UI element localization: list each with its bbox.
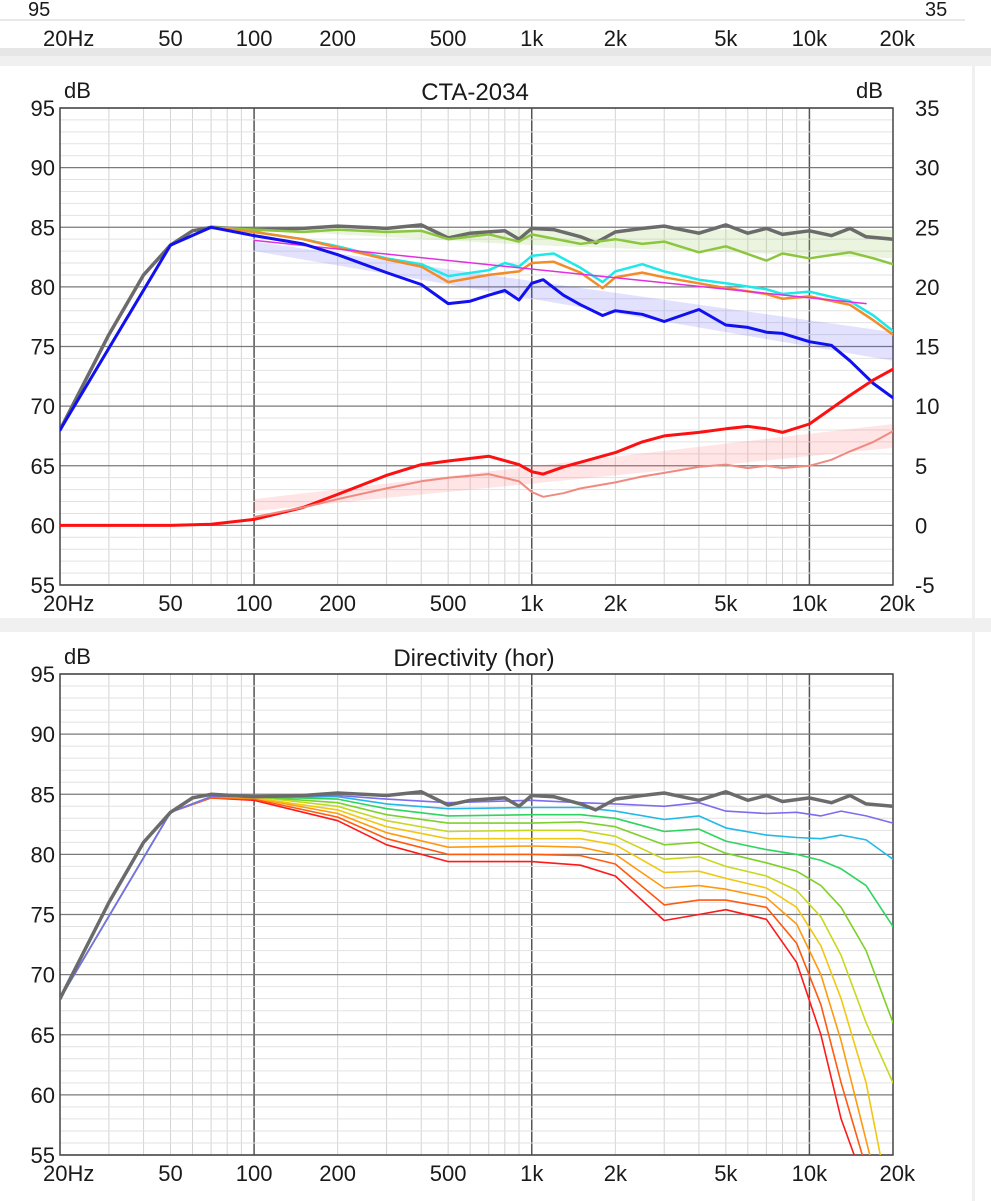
series-90-deg	[60, 797, 855, 1155]
y-tick-label: 65	[31, 1023, 55, 1048]
y-tick-label: 85	[31, 215, 55, 240]
y-tick-label: 75	[31, 335, 55, 360]
chart1-ylabel-right: dB	[856, 78, 883, 103]
x-tick-label: 100	[236, 1161, 273, 1186]
listening-window-band	[254, 229, 893, 259]
top-x-tick-label: 20k	[880, 26, 916, 51]
x-tick-label: 5k	[714, 1161, 738, 1186]
top-y-partial-right: 35	[925, 0, 947, 21]
x-tick-label: 1k	[520, 591, 544, 616]
top-x-tick-label: 2k	[604, 26, 628, 51]
y-tick-label: 60	[31, 513, 55, 538]
y2-tick-label: 10	[915, 394, 939, 419]
x-tick-label: 50	[158, 1161, 182, 1186]
x-tick-label: 200	[319, 591, 356, 616]
x-tick-label: 10k	[792, 591, 828, 616]
y-tick-label: 90	[31, 156, 55, 181]
y-tick-label: 55	[31, 573, 55, 598]
top-x-tick-label: 5k	[714, 26, 738, 51]
y2-tick-label: 25	[915, 215, 939, 240]
x-tick-label: 20k	[880, 591, 916, 616]
x-tick-label: 500	[430, 591, 467, 616]
series-listening-window	[60, 226, 893, 432]
y-tick-label: 80	[31, 842, 55, 867]
y2-tick-label: 5	[915, 454, 927, 479]
chart2-title: Directivity (hor)	[393, 645, 554, 672]
x-tick-label: 5k	[714, 591, 738, 616]
x-tick-label: 200	[319, 1161, 356, 1186]
top-x-ticks: 20Hz 50 100 200 500 1k 2k 5k 10k 20k	[43, 26, 916, 51]
series-early-reflections	[60, 226, 893, 432]
y-tick-label: 70	[31, 963, 55, 988]
series-pir-target	[253, 239, 867, 305]
y2-tick-label: 30	[915, 156, 939, 181]
y-tick-label: 75	[31, 903, 55, 928]
y-tick-label: 65	[31, 454, 55, 479]
di-band	[254, 424, 893, 512]
x-tick-label: 10k	[792, 1161, 828, 1186]
chart1-ylabel-left: dB	[64, 78, 91, 103]
panel-directivity: Directivity (hor) dB 9590858075706560552…	[0, 632, 991, 1201]
y-tick-label: 95	[31, 662, 55, 687]
x-tick-label: 100	[236, 591, 273, 616]
top-strip: 95 35 20Hz 50 100 200 500 1k 2k 5k 10k 20k	[0, 0, 991, 56]
y2-tick-label: 35	[915, 96, 939, 121]
top-x-tick-label: 500	[430, 26, 467, 51]
y2-tick-label: 15	[915, 335, 939, 360]
x-tick-label: 1k	[520, 1161, 544, 1186]
y-tick-label: 95	[31, 96, 55, 121]
x-tick-label: 20k	[880, 1161, 916, 1186]
y-tick-label: 80	[31, 275, 55, 300]
y-tick-label: 70	[31, 394, 55, 419]
top-x-tick-label: 200	[319, 26, 356, 51]
panel-cta2034: CTA-2034 dB dB 95 90 85 80 75 70 65 60 55 35 30 25 2…	[0, 66, 991, 618]
x-tick-label: 2k	[604, 591, 628, 616]
y2-tick-label: -5	[915, 573, 935, 598]
x-tick-label: 20Hz	[43, 591, 94, 616]
series-80-deg	[60, 797, 864, 1155]
x-tick-label: 500	[430, 1161, 467, 1186]
plot-frame	[59, 107, 894, 586]
top-x-tick-label: 100	[236, 26, 273, 51]
y2-tick-label: 0	[915, 513, 927, 538]
y2-tick-label: 20	[915, 275, 939, 300]
y-tick-label: 60	[31, 1083, 55, 1108]
chart2-ylabel-left: dB	[64, 644, 91, 669]
top-x-tick-label: 1k	[520, 26, 544, 51]
y-tick-label: 90	[31, 722, 55, 747]
top-y-partial-left: 95	[28, 0, 50, 21]
plot-frame	[59, 673, 894, 1156]
x-tick-label: 50	[158, 591, 182, 616]
top-x-tick-label: 50	[158, 26, 182, 51]
y-tick-label: 85	[31, 782, 55, 807]
top-x-tick-label: 10k	[792, 26, 828, 51]
x-tick-label: 2k	[604, 1161, 628, 1186]
series-sound-power-di	[60, 367, 893, 527]
series-0-deg	[60, 790, 893, 1001]
top-x-tick-label: 20Hz	[43, 26, 94, 51]
series-sound-power	[60, 225, 893, 432]
series-early-reflections-di	[253, 430, 893, 518]
x-tick-label: 20Hz	[43, 1161, 94, 1186]
y-tick-label: 55	[31, 1143, 55, 1168]
chart1-title: CTA-2034	[421, 79, 529, 106]
